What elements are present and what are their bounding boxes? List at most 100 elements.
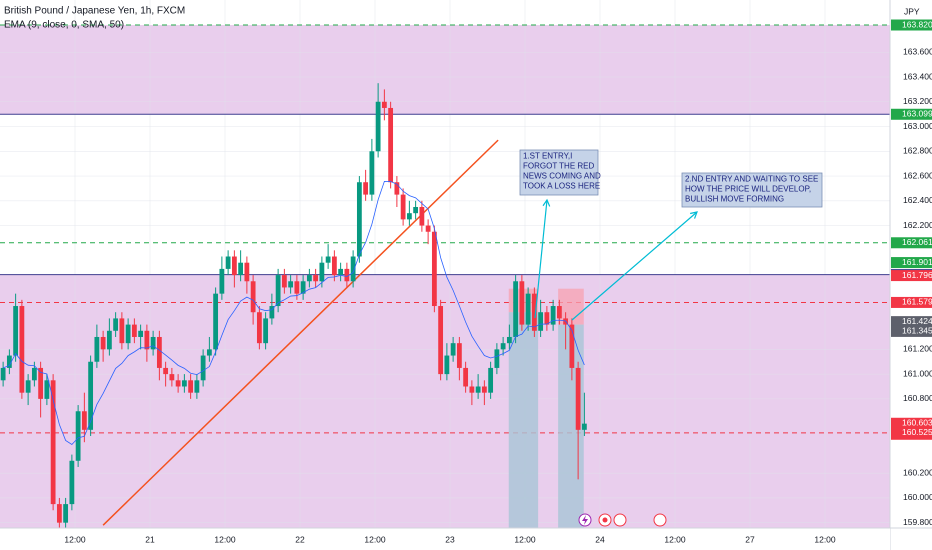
y-tick-label: 161.000 [903,368,932,378]
ema-line [2,180,585,446]
candle-body [438,306,444,375]
candle-body [481,386,487,393]
candle-body [263,318,269,344]
x-tick-label: 27 [745,534,755,544]
x-tick-label: 24 [595,534,605,544]
target-zone [508,312,539,528]
candle-body [69,460,75,505]
candle-body [381,101,387,108]
note-arrowhead [542,198,551,207]
candle-body [163,367,169,375]
candle-body [406,213,412,220]
event-icon [653,513,667,527]
note-text: HOW THE PRICE WILL DEVELOP, [685,185,811,194]
candle-body [38,367,44,399]
y-tick-label: 162.200 [903,220,932,230]
price-tag [891,296,932,308]
candle-body [25,380,31,393]
x-tick-label: 12:00 [64,534,86,544]
candle-body [331,256,337,276]
price-tag-label: 162.061 [902,237,932,247]
candle-body [188,380,194,393]
price-tag-label: 161.579 [902,297,932,307]
candle-body [469,386,475,393]
stop-zone [558,288,584,325]
candle-body [319,262,325,282]
candle-body [0,367,6,381]
candle-body [394,182,400,195]
note-box [681,172,823,208]
candle-body [463,367,469,387]
candle-body [419,206,425,226]
candle-body [413,206,419,214]
candle-body [106,330,112,350]
candle-body [294,281,300,294]
candle-body [75,411,81,461]
y-tick-label: 160.200 [903,467,932,477]
candle-body [94,336,100,362]
price-tag-label: 160.603 [902,418,932,428]
candle-body [19,306,25,393]
candle-body [175,380,181,387]
x-tick-label: 12:00 [214,534,236,544]
candle-body [213,293,219,350]
symbol-title: British Pound / Japanese Yen, 1h, FXCM [4,6,185,17]
candle-body [88,361,94,430]
candle-body [288,281,294,288]
candle-body [388,107,394,183]
candle-body [531,293,537,331]
note-arrow [534,199,548,319]
y-tick-label: 163.000 [903,121,932,131]
candle-body [44,380,50,399]
candle-body [81,411,87,430]
candle-body [313,275,319,282]
candle-body [269,306,275,319]
price-tag [891,19,932,31]
y-tick-label: 160.000 [903,492,932,502]
y-tick-label: 159.800 [903,517,932,527]
price-tag-label: 163.820 [902,19,932,29]
candle-body [150,336,156,350]
y-tick-label: 160.800 [903,393,932,403]
event-icons [578,513,667,527]
x-tick-label: 12:00 [514,534,536,544]
note-arrow [571,211,698,321]
currency-label: JPY [904,6,920,16]
candle-body [275,275,281,307]
candle-body [6,355,12,368]
candle-body [356,182,362,257]
candle-body [544,312,550,325]
price-tag [891,257,932,269]
note-text: TOOK A LOSS HERE [523,182,600,191]
note-text: FORGOT THE RED [523,162,594,171]
y-tick-label: 161.200 [903,344,932,354]
candle-body [444,355,450,375]
candle-body [219,268,225,294]
price-tag-label: 161.901 [902,257,932,267]
zone [0,25,890,115]
candle-body [138,330,144,337]
candle-body [569,324,575,368]
x-tick-label: 23 [445,534,455,544]
candle-body [488,367,494,393]
candle-body [538,312,544,331]
zone [0,274,890,528]
candle-body [31,367,37,381]
note-box [519,149,599,196]
candle-body [494,349,500,368]
candle-body [225,256,231,269]
event-icon [602,517,608,523]
price-tag-label: 163.099 [902,109,932,119]
x-tick-label: 12:00 [814,534,836,544]
indicator-legend: EMA (9, close, 0, SMA, 50) [4,20,124,31]
candle-body [144,330,150,350]
candle-body [125,324,131,344]
candle-body [363,182,369,195]
time-axis [0,528,890,550]
candle-body [113,318,119,331]
candle-body [250,281,256,313]
price-tag [891,237,932,249]
candle-body [338,268,344,276]
candle-body [300,281,306,294]
